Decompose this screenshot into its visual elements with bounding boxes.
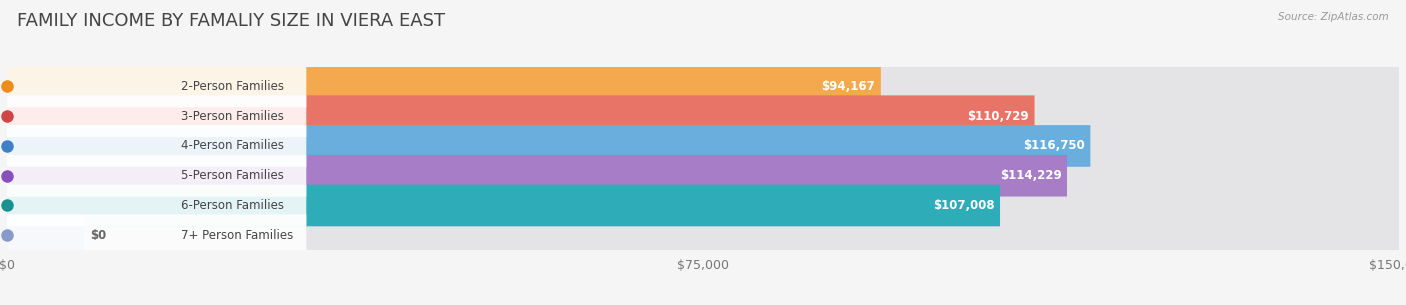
FancyBboxPatch shape: [7, 214, 83, 256]
Text: FAMILY INCOME BY FAMALIY SIZE IN VIERA EAST: FAMILY INCOME BY FAMALIY SIZE IN VIERA E…: [17, 12, 444, 30]
Text: $107,008: $107,008: [932, 199, 994, 212]
Text: $94,167: $94,167: [821, 80, 876, 93]
FancyBboxPatch shape: [7, 214, 307, 256]
FancyBboxPatch shape: [7, 185, 1000, 226]
FancyBboxPatch shape: [7, 155, 307, 196]
FancyBboxPatch shape: [7, 185, 307, 226]
FancyBboxPatch shape: [7, 95, 1035, 137]
Text: 2-Person Families: 2-Person Families: [180, 80, 284, 93]
Text: Source: ZipAtlas.com: Source: ZipAtlas.com: [1278, 12, 1389, 22]
FancyBboxPatch shape: [7, 125, 1091, 167]
Text: 6-Person Families: 6-Person Families: [180, 199, 284, 212]
Text: $0: $0: [90, 229, 107, 242]
Text: $110,729: $110,729: [967, 110, 1029, 123]
FancyBboxPatch shape: [7, 155, 1399, 196]
FancyBboxPatch shape: [7, 66, 882, 107]
FancyBboxPatch shape: [7, 66, 307, 107]
FancyBboxPatch shape: [7, 214, 1399, 256]
FancyBboxPatch shape: [7, 95, 307, 137]
FancyBboxPatch shape: [7, 125, 1399, 167]
FancyBboxPatch shape: [7, 155, 1067, 196]
Text: $114,229: $114,229: [1000, 169, 1062, 182]
Text: 7+ Person Families: 7+ Person Families: [180, 229, 292, 242]
FancyBboxPatch shape: [7, 95, 1399, 137]
Text: $116,750: $116,750: [1024, 139, 1085, 152]
Text: 4-Person Families: 4-Person Families: [180, 139, 284, 152]
Text: 3-Person Families: 3-Person Families: [180, 110, 284, 123]
FancyBboxPatch shape: [7, 125, 307, 167]
FancyBboxPatch shape: [7, 66, 1399, 107]
FancyBboxPatch shape: [7, 185, 1399, 226]
Text: 5-Person Families: 5-Person Families: [180, 169, 284, 182]
